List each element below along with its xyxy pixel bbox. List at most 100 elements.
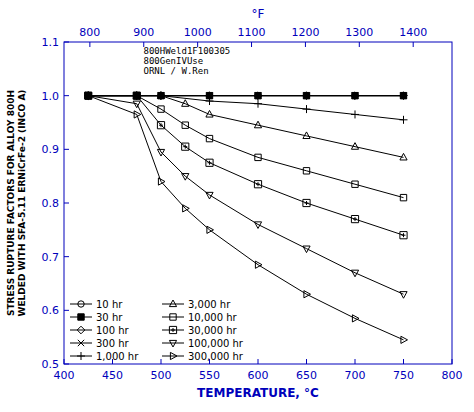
series-line xyxy=(88,96,403,340)
data-point xyxy=(85,93,92,100)
x2-tick xyxy=(89,42,90,47)
data-point xyxy=(206,110,213,117)
x2-tick-label: 1200 xyxy=(291,26,319,39)
y-tick xyxy=(64,95,69,96)
x-tick-label: 600 xyxy=(248,369,269,382)
legend-item: 10,000 hr xyxy=(162,312,238,323)
x-tick xyxy=(161,359,162,364)
data-point xyxy=(86,92,93,99)
legend-label: 30 hr xyxy=(96,312,123,323)
legend-line xyxy=(70,330,92,331)
y-tick-label: 0.9 xyxy=(42,143,60,156)
data-point xyxy=(133,101,140,108)
series-line xyxy=(88,96,403,236)
data-point xyxy=(254,121,261,128)
data-point xyxy=(206,135,212,141)
legend-marker xyxy=(169,326,176,333)
data-point xyxy=(400,194,406,200)
x-tick xyxy=(64,359,65,364)
x-tick-label: 800 xyxy=(442,369,463,382)
x-tick-label: 750 xyxy=(393,369,414,382)
series xyxy=(85,92,407,160)
text-line: 800GenIVUse xyxy=(144,56,204,66)
data-point xyxy=(85,92,91,98)
x-tick xyxy=(258,359,259,364)
data-point xyxy=(352,92,358,98)
data-point xyxy=(351,216,358,223)
data-point xyxy=(183,205,190,212)
series xyxy=(85,92,407,98)
legend-item: 3,000 hr xyxy=(162,299,231,310)
y-tick xyxy=(64,310,69,311)
series xyxy=(85,92,407,200)
series xyxy=(85,92,407,98)
legend-item: 300,000 hr xyxy=(162,351,244,362)
data-point xyxy=(303,246,310,253)
y-tick-label: 0.6 xyxy=(42,304,60,317)
legend-item: 100,000 hr xyxy=(162,338,244,349)
data-point xyxy=(157,149,164,156)
data-point xyxy=(206,159,213,166)
x2-tick-label: 1400 xyxy=(399,26,427,39)
data-point xyxy=(133,92,140,99)
x2-tick-label: 1300 xyxy=(345,26,373,39)
text-line: WELDED WITH SFA-5.11 ERNiCrFe-2 (INCO A) xyxy=(17,90,27,317)
legend-marker xyxy=(78,301,84,307)
legend-label: 1,000 hr xyxy=(96,351,139,362)
series xyxy=(84,92,407,100)
y-tick-label: 0.5 xyxy=(42,358,60,371)
data-point xyxy=(351,110,359,118)
data-point xyxy=(158,178,165,185)
data-point xyxy=(303,105,311,113)
x2-tick-label: 1100 xyxy=(238,26,266,39)
legend-marker xyxy=(78,314,84,320)
x2-axis-label: °F xyxy=(252,7,265,21)
series-line xyxy=(88,96,403,158)
series-line xyxy=(88,96,403,295)
data-point xyxy=(303,168,309,174)
data-point xyxy=(303,92,309,98)
legend-label: 300,000 hr xyxy=(188,351,244,362)
series-line xyxy=(88,96,403,198)
x-tick-label: 700 xyxy=(345,369,366,382)
legend-label: 100 hr xyxy=(96,325,130,336)
data-point xyxy=(157,92,164,99)
legend-line xyxy=(162,304,184,305)
legend-marker xyxy=(169,300,176,307)
data-point xyxy=(352,181,358,187)
data-point xyxy=(400,232,407,239)
x-tick-label: 550 xyxy=(199,369,220,382)
data-point xyxy=(182,122,188,128)
x2-tick xyxy=(413,42,414,47)
legend-marker xyxy=(78,340,84,346)
legend-marker xyxy=(77,352,85,360)
annotation: 800HWeld1F100305800GenIVUseORNL / W.Ren xyxy=(144,46,231,76)
x-tick xyxy=(403,359,404,364)
x-tick-label: 650 xyxy=(296,369,317,382)
chart: 4004505005506006507007508008009001000110… xyxy=(0,0,474,412)
legend-label: 10 hr xyxy=(96,299,123,310)
text-line: STRESS RUPTURE FACTORS FOR ALLOY 800H xyxy=(6,90,16,316)
data-point xyxy=(401,336,408,343)
legend-marker xyxy=(170,314,176,320)
y-tick xyxy=(64,203,69,204)
y-tick-label: 0.8 xyxy=(42,197,60,210)
series xyxy=(85,93,407,298)
x-tick-label: 450 xyxy=(102,369,123,382)
legend-item: 10 hr xyxy=(70,299,123,310)
y-tick xyxy=(64,256,69,257)
data-point xyxy=(158,106,164,112)
data-point xyxy=(255,261,262,268)
series xyxy=(86,92,408,343)
axes: 4004505005506006507007508008009001000110… xyxy=(42,26,463,382)
y-tick xyxy=(64,42,69,43)
legend-item: 1,000 hr xyxy=(70,351,139,362)
data-point xyxy=(206,97,214,105)
data-point xyxy=(206,192,213,199)
legend-item: 30 hr xyxy=(70,312,123,323)
data-point xyxy=(182,100,189,107)
x2-tick xyxy=(359,42,360,47)
data-point xyxy=(207,226,214,233)
legend-label: 300 hr xyxy=(96,338,130,349)
data-point xyxy=(254,222,261,229)
